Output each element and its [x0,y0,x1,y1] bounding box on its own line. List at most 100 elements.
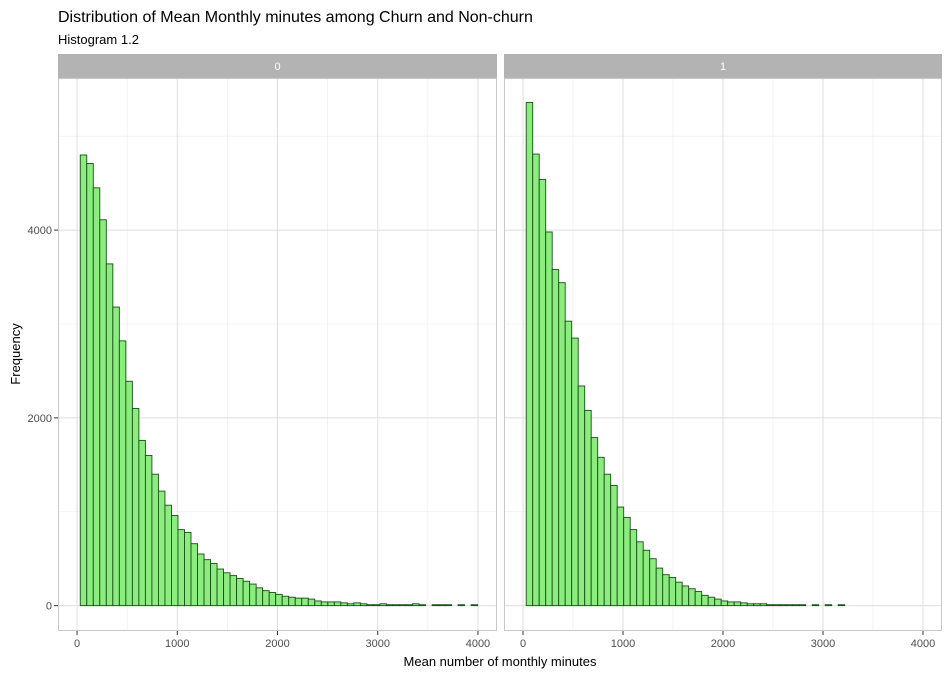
histogram-bar [662,574,670,607]
histogram-bar [418,604,426,607]
x-axis-title: Mean number of monthly minutes [404,654,597,669]
histogram-bar [558,282,566,607]
x-tick-label: 4000 [466,638,490,650]
histogram-bar [138,439,146,607]
histogram-bar [431,604,440,607]
histogram-bar [314,600,322,607]
histogram-bar [79,154,88,607]
histogram-bar [837,604,846,607]
histogram-bar [772,604,781,607]
histogram-bar [746,603,755,607]
facet-panels: 0 0 1000 2000 3000 4000 1 0 1000 2000 3000 4000 [58,54,942,650]
histogram-bar [372,604,381,607]
histogram-bar [597,456,605,607]
histogram-bar [268,592,277,607]
x-tick-label: 4000 [911,638,935,650]
facet-strip [58,54,497,78]
histogram-bar [359,603,368,607]
histogram-bar [203,559,211,607]
histogram-bar [740,602,748,607]
histogram-bar [824,604,833,607]
histogram-bar [792,604,800,607]
histogram-bar [275,593,283,607]
histogram-bar [385,604,394,607]
histogram-bar [242,580,251,607]
histogram-bars [79,154,479,607]
histogram-bar [532,153,540,607]
chart-title: Distribution of Mean Monthly minutes amo… [58,9,533,26]
histogram-bar [177,529,185,607]
y-tick-label: 0 [46,601,52,613]
histogram-bar [811,604,820,607]
histogram-bar [118,340,127,607]
histogram-bar [584,409,592,607]
chart-subtitle: Histogram 1.2 [58,32,139,47]
histogram-bar [655,567,664,607]
histogram-bar [144,454,153,607]
histogram-bar [668,577,677,607]
histogram-bar [636,541,644,607]
histogram-bar [288,596,296,607]
y-tick-label: 4000 [28,225,52,237]
histogram-bar [92,187,101,607]
histogram-bar [190,543,198,607]
x-tick-label: 3000 [365,638,389,650]
panel-border [504,78,942,631]
histogram-bar [733,601,742,607]
histogram-bar [392,604,400,607]
histogram-bar [603,473,612,607]
histogram-bar [366,604,374,607]
histogram-bar [707,596,716,607]
histogram-bar [727,601,735,607]
histogram-bar [99,219,107,607]
facet-strip [504,54,942,78]
histogram-bar [131,408,140,607]
histogram-bar [112,306,120,607]
histogram-bar [307,598,316,607]
histogram-bar [399,604,407,607]
histogram-bar [688,588,696,607]
histogram-bar [216,568,225,607]
histogram-bar [229,575,238,607]
histogram-bar [779,604,787,607]
histogram-bar [171,515,179,607]
histogram-bar [294,597,303,607]
histogram-bar [184,531,192,607]
histogram-bar [86,162,94,607]
histogram-bar [405,604,413,607]
histogram-bar [379,603,387,607]
histogram-bar [649,558,657,607]
histogram-bar [616,506,625,607]
y-axis-title: Frequency [8,323,23,385]
histogram-bar [125,380,133,607]
histogram-bar [470,604,479,607]
x-tick-label: 0 [74,638,80,650]
histogram-bar [320,601,329,607]
histogram-bar [545,231,553,607]
facet-panel-0: 0 0 1000 2000 3000 4000 [58,54,497,650]
x-tick-label: 0 [520,638,526,650]
histogram-bar [210,562,218,607]
histogram-bar [327,601,335,607]
histogram-bar [236,577,244,607]
histogram-bar [157,490,166,607]
histogram-bar [262,590,270,607]
histogram-bar [629,529,638,607]
x-tick-label: 2000 [265,638,289,650]
y-tick-label: 2000 [28,413,52,425]
histogram-bar [281,595,290,607]
histogram-bar [223,572,231,607]
histogram-bar [255,587,264,607]
histogram-bar [438,604,446,607]
histogram-bar [538,178,547,607]
histogram-bar [412,603,420,607]
histogram-bar [564,320,573,607]
histogram-bar [551,269,560,607]
panel-border [58,78,497,631]
histogram-bar [444,604,453,607]
histogram-bar [577,385,586,607]
histogram-bar [590,437,599,607]
facet-strip-label: 0 [274,61,280,73]
histogram-bar [714,598,722,607]
